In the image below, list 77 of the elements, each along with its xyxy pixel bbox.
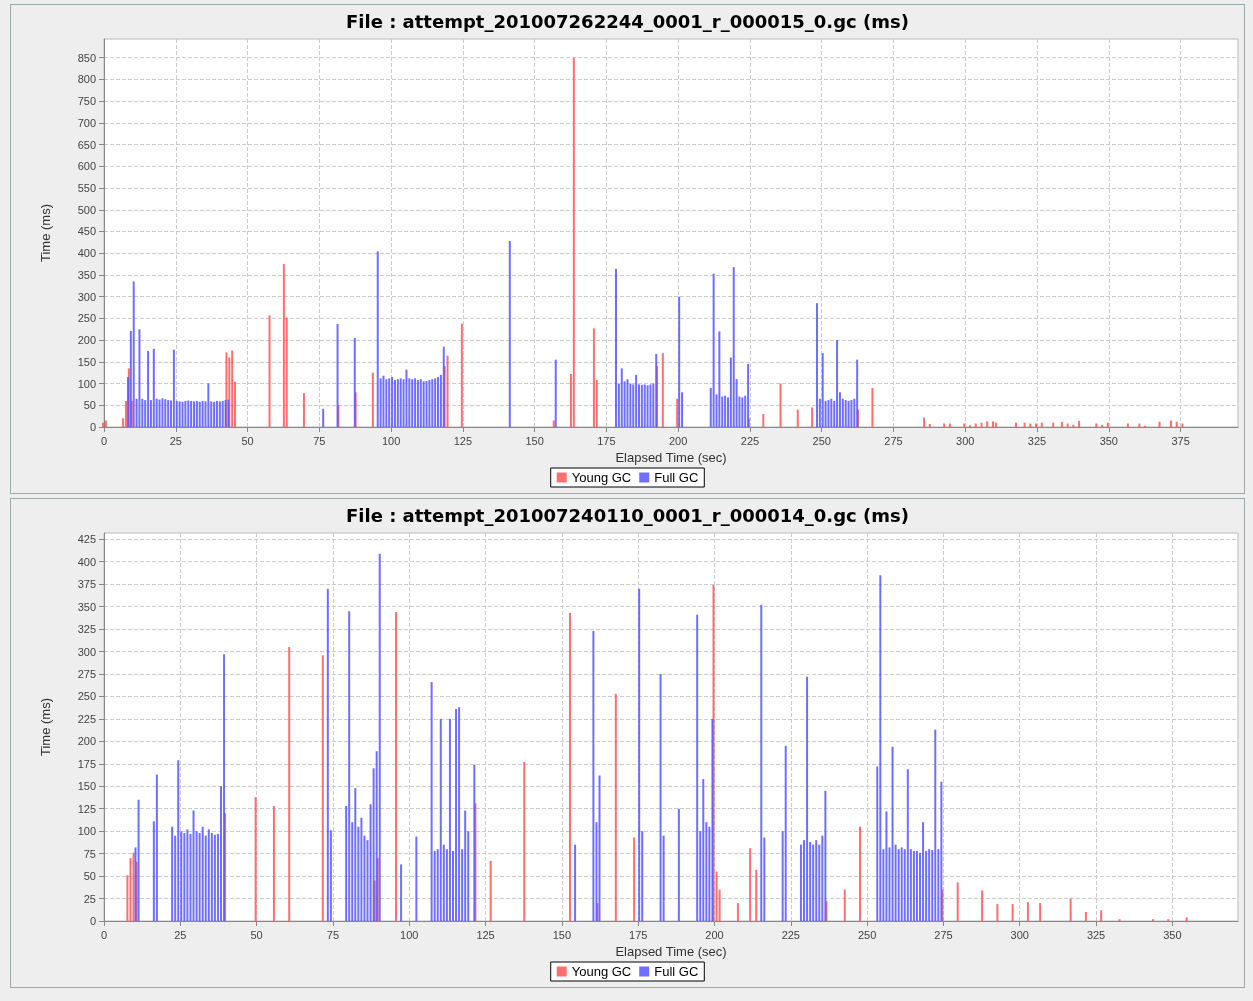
y-tick-label: 25 bbox=[83, 892, 96, 905]
y-tick-label: 500 bbox=[77, 203, 96, 216]
x-tick-label: 200 bbox=[669, 434, 688, 447]
x-tick-label: 350 bbox=[1163, 928, 1182, 941]
x-tick-label: 125 bbox=[453, 434, 473, 447]
y-tick-label: 175 bbox=[77, 757, 96, 770]
x-tick-label: 225 bbox=[740, 434, 760, 447]
y-tick-label: 300 bbox=[77, 290, 96, 303]
y-tick-label: 325 bbox=[77, 623, 96, 636]
x-tick-label: 175 bbox=[629, 928, 648, 941]
legend-label: Full GC bbox=[654, 470, 699, 485]
x-tick-label: 50 bbox=[241, 434, 254, 447]
y-tick-label: 450 bbox=[77, 225, 96, 238]
y-tick-label: 425 bbox=[77, 533, 96, 546]
y-tick-label: 150 bbox=[77, 355, 96, 368]
y-tick-label: 50 bbox=[83, 870, 96, 883]
x-tick-label: 325 bbox=[1086, 928, 1106, 941]
x-tick-label: 175 bbox=[597, 434, 616, 447]
y-tick-label: 100 bbox=[77, 377, 96, 390]
y-tick-label: 200 bbox=[77, 334, 96, 347]
x-tick-label: 75 bbox=[326, 928, 340, 941]
x-axis-title: Elapsed Time (sec) bbox=[615, 449, 727, 465]
y-tick-label: 250 bbox=[77, 312, 96, 325]
y-tick-label: 550 bbox=[77, 182, 96, 195]
x-tick-label: 275 bbox=[884, 434, 903, 447]
y-axis-title: Time (ms) bbox=[38, 203, 53, 263]
y-axis-title: Time (ms) bbox=[38, 697, 53, 757]
legend-label: Young GC bbox=[571, 470, 632, 485]
y-tick-label: 225 bbox=[77, 712, 96, 725]
y-tick-label: 350 bbox=[77, 268, 96, 281]
x-tick-label: 100 bbox=[400, 928, 419, 941]
x-tick-label: 350 bbox=[1099, 434, 1118, 447]
x-tick-label: 325 bbox=[1027, 434, 1047, 447]
x-tick-label: 300 bbox=[1010, 928, 1029, 941]
y-tick-label: 350 bbox=[77, 600, 96, 613]
legend-label: Full GC bbox=[654, 964, 699, 979]
y-tick-label: 75 bbox=[83, 847, 96, 860]
y-tick-label: 0 bbox=[89, 421, 96, 433]
x-tick-label: 275 bbox=[934, 928, 953, 941]
x-tick-label: 25 bbox=[169, 434, 182, 447]
x-tick-label: 200 bbox=[705, 928, 724, 941]
x-axis-title: Elapsed Time (sec) bbox=[615, 943, 727, 959]
chart-title: File : attempt_201007240110_0001_r_000014_0.gc (ms) bbox=[346, 504, 909, 526]
y-tick-label: 400 bbox=[77, 555, 96, 568]
y-tick-label: 375 bbox=[77, 578, 96, 591]
y-tick-label: 100 bbox=[77, 825, 96, 838]
x-tick-label: 0 bbox=[100, 434, 108, 447]
y-tick-label: 300 bbox=[77, 645, 96, 658]
y-tick-label: 800 bbox=[77, 73, 96, 86]
x-tick-label: 150 bbox=[552, 928, 572, 941]
x-tick-label: 250 bbox=[812, 434, 831, 447]
y-tick-label: 650 bbox=[77, 138, 96, 151]
y-tick-label: 400 bbox=[77, 247, 96, 260]
y-tick-label: 750 bbox=[77, 95, 96, 108]
y-tick-label: 150 bbox=[77, 780, 96, 793]
y-tick-label: 850 bbox=[77, 51, 96, 64]
y-tick-label: 250 bbox=[77, 690, 96, 703]
legend-label: Young GC bbox=[571, 964, 632, 979]
y-tick-label: 275 bbox=[77, 668, 96, 681]
chart-title: File : attempt_201007262244_0001_r_000015_0.gc (ms) bbox=[346, 10, 909, 32]
x-tick-label: 125 bbox=[476, 928, 495, 941]
y-tick-label: 700 bbox=[77, 116, 96, 129]
x-tick-label: 50 bbox=[250, 928, 263, 941]
y-tick-label: 125 bbox=[77, 802, 96, 815]
x-tick-label: 375 bbox=[1171, 434, 1190, 447]
x-tick-label: 100 bbox=[381, 434, 401, 447]
y-tick-label: 200 bbox=[77, 735, 96, 748]
y-tick-label: 600 bbox=[77, 160, 96, 173]
x-tick-label: 225 bbox=[781, 928, 800, 941]
x-tick-label: 150 bbox=[525, 434, 544, 447]
x-tick-label: 250 bbox=[857, 928, 877, 941]
x-tick-label: 0 bbox=[100, 928, 108, 941]
x-tick-label: 75 bbox=[313, 434, 326, 447]
x-tick-label: 25 bbox=[174, 928, 187, 941]
y-tick-label: 0 bbox=[89, 915, 96, 927]
y-tick-label: 50 bbox=[83, 399, 96, 412]
x-tick-label: 300 bbox=[956, 434, 975, 447]
